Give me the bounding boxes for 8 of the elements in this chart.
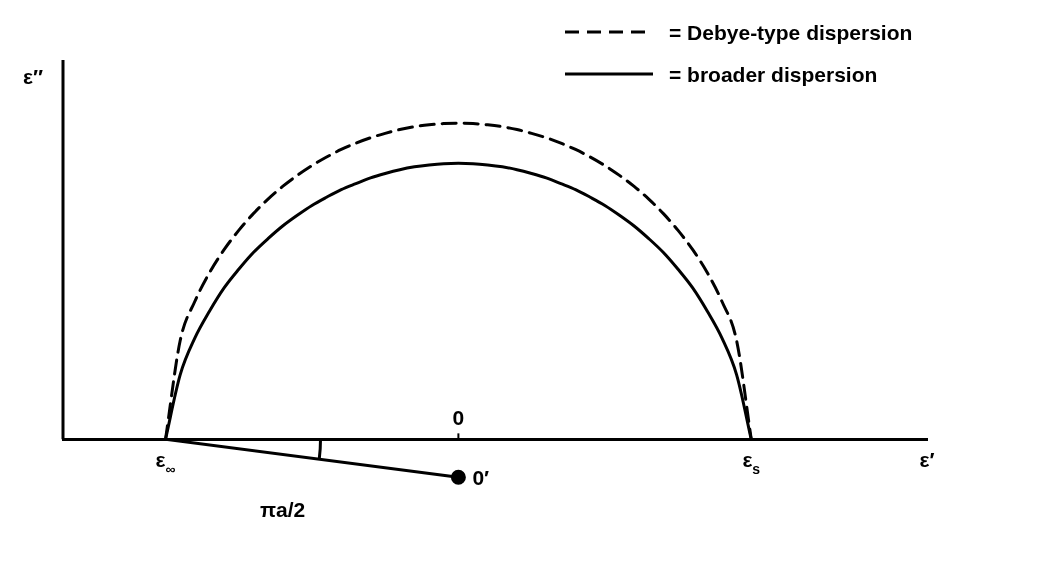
y-axis-title: ε″ <box>22 65 44 88</box>
annotation: 0′ <box>472 466 490 490</box>
text: πa/2 <box>260 498 306 522</box>
x-tick-label: ε∞ <box>155 448 176 478</box>
legend-label: = Debye-type dispersion <box>669 21 913 44</box>
annotation: 0 <box>452 406 465 430</box>
legend-label: = broader dispersion <box>669 63 878 86</box>
x-axis-title: ε′ <box>919 448 935 472</box>
